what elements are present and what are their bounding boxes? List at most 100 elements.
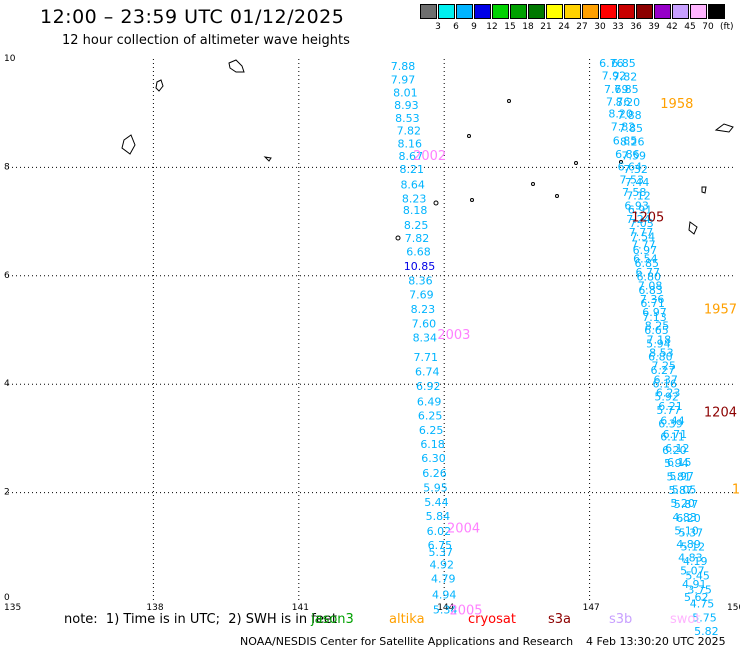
y-tick-label: 0 [4,593,10,603]
legend-label: 18 [522,22,534,32]
satellite-s3b: s3b [609,612,633,627]
swh-value: 7.82 [611,121,636,134]
map-subtitle: 12 hour collection of altimeter wave hei… [62,33,350,48]
legend-label: 39 [648,22,660,32]
swh-value: 6.12 [665,442,690,455]
legend-unit: (ft) [720,22,734,32]
credit-line: NOAA/NESDIS Center for Satellite Applica… [240,635,574,648]
swh-value: 7.53 [620,174,645,187]
swh-value: 5.87 [674,498,699,511]
legend-label: 70 [702,22,714,32]
legend-swatch [582,4,599,19]
satellite-cryosat: cryosat [468,612,516,627]
swh-value: 8.26 [620,136,645,149]
swh-value: 6.39 [658,418,683,431]
swh-value: 7.92 [602,70,627,83]
swh-value: 5.75 [692,612,717,625]
islet [619,160,623,164]
swh-value: 7.03 [629,217,654,230]
legend-label: 24 [558,22,570,32]
island [701,186,707,194]
swh-value: 5.07 [680,564,705,577]
generated-timestamp: 4 Feb 13:30:20 UTC 2025 [586,635,726,648]
swh-value: 6.92 [416,380,441,393]
swh-value: 6.71 [663,428,688,441]
day-time-labels: 2002 2003 2004 2005 1958 1957 1205 1204 1 [413,97,740,619]
swh-value: 4.83 [678,551,703,564]
legend-swatch [654,4,671,19]
swh-value: 8.16 [398,137,423,150]
swh-value: 5.20 [670,497,695,510]
swh-value: 7.54 [631,231,656,244]
satellite-s3a: s3a [548,612,572,627]
swh-value: 7.77 [629,226,654,239]
island [688,221,698,235]
swh-value: 6.93 [624,200,649,213]
legend-label: 27 [576,22,588,32]
swh-value: 7.82 [613,71,638,84]
legend-label: 15 [504,22,516,32]
swh-value: 6.49 [417,395,442,408]
footnote: note: 1) Time is in UTC; 2) SWH is in fe… [64,612,337,627]
day-time-label: 2005 [449,604,482,619]
day-time-label: 1957 [704,303,737,318]
swh-value: 5.05 [672,484,697,497]
swh-value: 6.83 [638,284,663,297]
swh-value: 5.97 [669,470,694,483]
swh-value: 6.30 [421,452,446,465]
swh-value: 5.94 [664,457,689,470]
swh-value: 6.85 [611,57,636,70]
swh-value: 6.25 [419,424,444,437]
island [263,156,272,162]
swh-value: 8.20 [616,96,641,109]
swh-value: 5.95 [423,482,448,495]
legend-swatch [474,4,491,19]
swh-value: 5.77 [656,404,681,417]
x-tick-label: 144 [437,603,454,613]
swh-value: 8.93 [394,99,419,112]
swh-value: 8.01 [393,86,418,99]
swh-value: 4.83 [672,511,697,524]
legend-label: 21 [540,22,552,32]
y-tick-label: 6 [4,271,10,281]
swh-value: 7.88 [617,109,642,122]
swh-value: 5.37 [429,546,454,559]
swh-value: 4.92 [430,558,455,571]
swh-value: 6.97 [642,306,667,319]
swh-value: 6.91 [628,203,653,216]
swh-value: 6.25 [418,409,443,422]
swh-value: 6.18 [420,438,445,451]
swh-value: 5.62 [684,591,709,604]
islet [467,134,471,138]
swh-value: 8.64 [400,179,425,192]
legend-swatch [438,4,455,19]
legend-swatch [456,4,473,19]
swh-value: 5.12 [681,541,706,554]
swh-value: 6.85 [613,135,638,148]
islet [555,194,559,198]
legend-swatch [672,4,689,19]
swh-value: 6.02 [427,525,452,538]
x-tick-label: 138 [146,603,163,613]
legend-swatch [708,4,725,19]
swh-value: 6.37 [653,374,678,387]
swh-value: 7.44 [625,176,650,189]
swh-value: 6.20 [662,444,687,457]
legend-swatch [420,4,437,19]
swh-value: 6.65 [644,324,669,337]
swh-value: 7.32 [623,163,648,176]
swh-value: 7.59 [621,149,646,162]
swh-value: 7.18 [647,334,672,347]
swh-value: 5.84 [426,510,451,523]
islet [574,161,578,165]
day-time-label: 2004 [447,522,480,537]
swh-value: 5.81 [667,471,692,484]
swh-value: 8.53 [649,347,674,360]
swh-value: 4.75 [690,598,715,611]
island [155,79,164,92]
swh-value: 8.23 [411,303,436,316]
swh-value: 6.75 [428,539,453,552]
day-time-label: 1958 [660,97,693,112]
islet [470,198,474,202]
